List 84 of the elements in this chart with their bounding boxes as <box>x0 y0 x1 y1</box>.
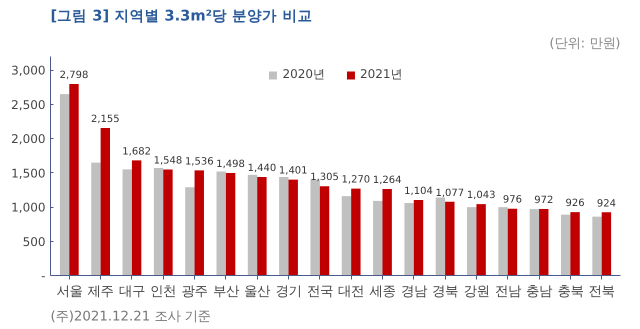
x-tick-label: 충남 <box>526 284 552 300</box>
x-tick-label: 서울 <box>56 284 82 300</box>
data-label: 972 <box>534 194 554 206</box>
bar <box>570 212 580 276</box>
chart-subtitle: (단위: 만원) <box>549 36 621 52</box>
data-label: 1,440 <box>248 162 276 174</box>
bar <box>342 196 352 276</box>
data-label: 1,104 <box>404 186 433 197</box>
x-tick-label: 울산 <box>244 284 270 300</box>
bar <box>248 174 258 276</box>
bar <box>539 208 548 276</box>
bar <box>310 180 320 276</box>
data-label: 1,498 <box>216 158 245 170</box>
bar <box>91 162 101 276</box>
bar <box>100 128 110 276</box>
x-tick-label: 전국 <box>306 284 333 300</box>
bar <box>602 212 612 276</box>
x-tick-label: 강원 <box>463 284 490 300</box>
x-tick-label: 경기 <box>276 284 302 300</box>
bar <box>132 160 142 276</box>
x-tick-label: 광주 <box>182 284 208 300</box>
chart-title: [그림 3] 지역별 3.3m²당 분양가 비교 <box>50 8 312 24</box>
data-label: 1,264 <box>372 174 402 186</box>
x-tick-label: 인천 <box>150 284 176 300</box>
legend-label: 2021년 <box>360 66 403 83</box>
bar <box>122 169 132 276</box>
text: (주)2021.12.21 조사 기준 <box>50 310 211 324</box>
data-label: 1,536 <box>184 156 214 168</box>
data-label: 1,077 <box>436 188 464 199</box>
x-tick-label: 전북 <box>588 284 615 300</box>
y-tick-label: 500 <box>22 234 46 249</box>
y-tick-label: 3,000 <box>11 64 46 78</box>
bar <box>194 170 204 276</box>
bar <box>498 207 508 276</box>
y-tick-label: 1,000 <box>11 200 46 215</box>
bar <box>351 188 361 276</box>
data-label: 976 <box>502 194 522 206</box>
x-tick-label: 충북 <box>557 284 584 300</box>
bar <box>163 170 173 276</box>
data-label: 1,548 <box>154 156 182 167</box>
data-label: 1,682 <box>122 146 151 158</box>
data-label: 924 <box>596 198 616 210</box>
x-tick-label: 세종 <box>369 284 396 300</box>
x-tick-label: 부산 <box>212 284 239 300</box>
x-tick-label: 전남 <box>494 284 521 300</box>
bar <box>476 204 486 276</box>
x-tick-label: 경남 <box>400 284 427 300</box>
bar <box>185 187 195 276</box>
data-label: 1,305 <box>310 172 339 184</box>
bar <box>226 172 236 276</box>
y-tick-label: 1,500 <box>11 166 46 180</box>
bar <box>436 197 446 276</box>
bar <box>216 171 226 276</box>
bar <box>257 176 267 276</box>
bar <box>320 186 330 276</box>
x-tick-label: 대전 <box>338 284 364 300</box>
bar <box>414 200 424 276</box>
x-tick-label: 대구 <box>118 284 145 300</box>
bar <box>592 216 602 276</box>
data-label: 2,798 <box>60 70 88 82</box>
data-label: 1,043 <box>466 190 496 202</box>
bar <box>279 176 289 276</box>
y-tick-label: 2,000 <box>11 132 46 146</box>
bar <box>508 208 518 276</box>
bar <box>382 188 392 276</box>
bar <box>404 202 414 276</box>
x-tick-label: 제주 <box>88 284 114 300</box>
data-label: 1,270 <box>342 174 370 186</box>
bar <box>154 168 164 276</box>
bar <box>530 209 540 276</box>
bar <box>560 214 570 276</box>
legend-label: 2020년 <box>282 66 325 83</box>
data-label: 2,155 <box>90 114 120 126</box>
data-label: 926 <box>566 198 585 210</box>
bar <box>288 180 298 276</box>
bar <box>60 94 70 276</box>
x-tick-label: 경북 <box>432 284 458 300</box>
bar <box>445 202 455 276</box>
data-label: 1,401 <box>278 166 308 177</box>
bar <box>467 207 476 276</box>
y-tick-label: - <box>41 269 46 283</box>
bar <box>373 200 382 276</box>
y-tick-label: 2,500 <box>11 98 46 112</box>
bar <box>69 84 79 276</box>
